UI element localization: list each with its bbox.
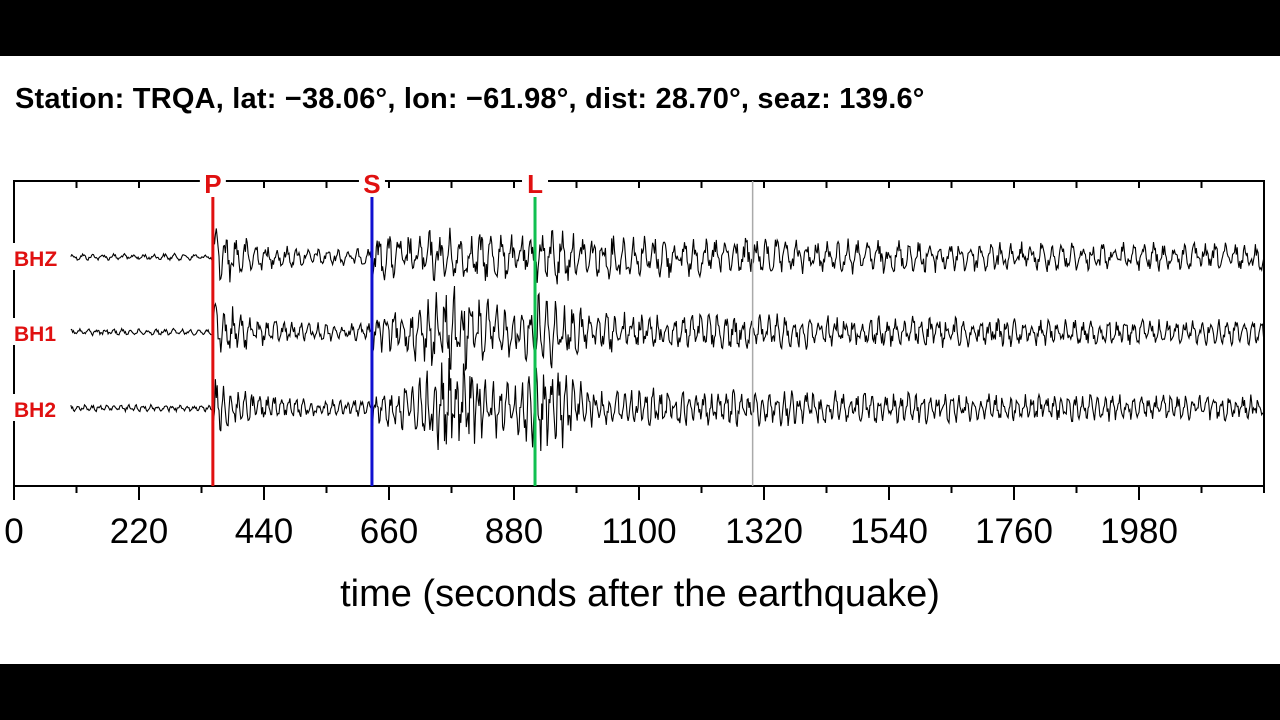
x-tick-label: 880 [485,512,543,551]
channel-label-bh1: BH1 [14,323,56,346]
x-tick-label: 660 [360,512,418,551]
x-tick-label: 1320 [725,512,803,551]
channel-label-bg [12,243,68,270]
channel-label-bh2: BH2 [14,399,56,422]
seismogram-traces [70,227,1265,452]
channel-label-bg [12,394,68,421]
x-axis-label: time (seconds after the earthquake) [340,573,940,615]
x-tick-label: 1540 [850,512,928,551]
phase-label-bg [199,168,226,194]
phase-label-bg [522,168,549,194]
trace-bh1 [70,285,1265,372]
x-axis-tick-labels: 0 220 440 660 880 1100 1320 1540 1760 1980 [4,512,1178,551]
x-tick-label: 1760 [975,512,1053,551]
phase-label-l: L [527,169,543,199]
channel-labels: BHZ BH1 BH2 [12,243,68,422]
trace-bh2 [70,357,1264,452]
x-tick-label: 0 [4,512,23,551]
trace-bhz [70,227,1265,285]
station-title: Station: TRQA, lat: −38.06°, lon: −61.98… [15,83,925,115]
x-tick-label: 440 [235,512,293,551]
x-tick-label: 1100 [601,512,676,551]
channel-label-bhz: BHZ [14,248,57,271]
phase-label-s: S [363,169,380,199]
x-tick-label: 220 [110,512,168,551]
phase-label-p: P [204,169,221,199]
phase-label-bg [358,168,385,194]
channel-label-bg [12,318,68,345]
x-tick-label: 1980 [1100,512,1178,551]
x-axis-ticks [13,181,1265,500]
